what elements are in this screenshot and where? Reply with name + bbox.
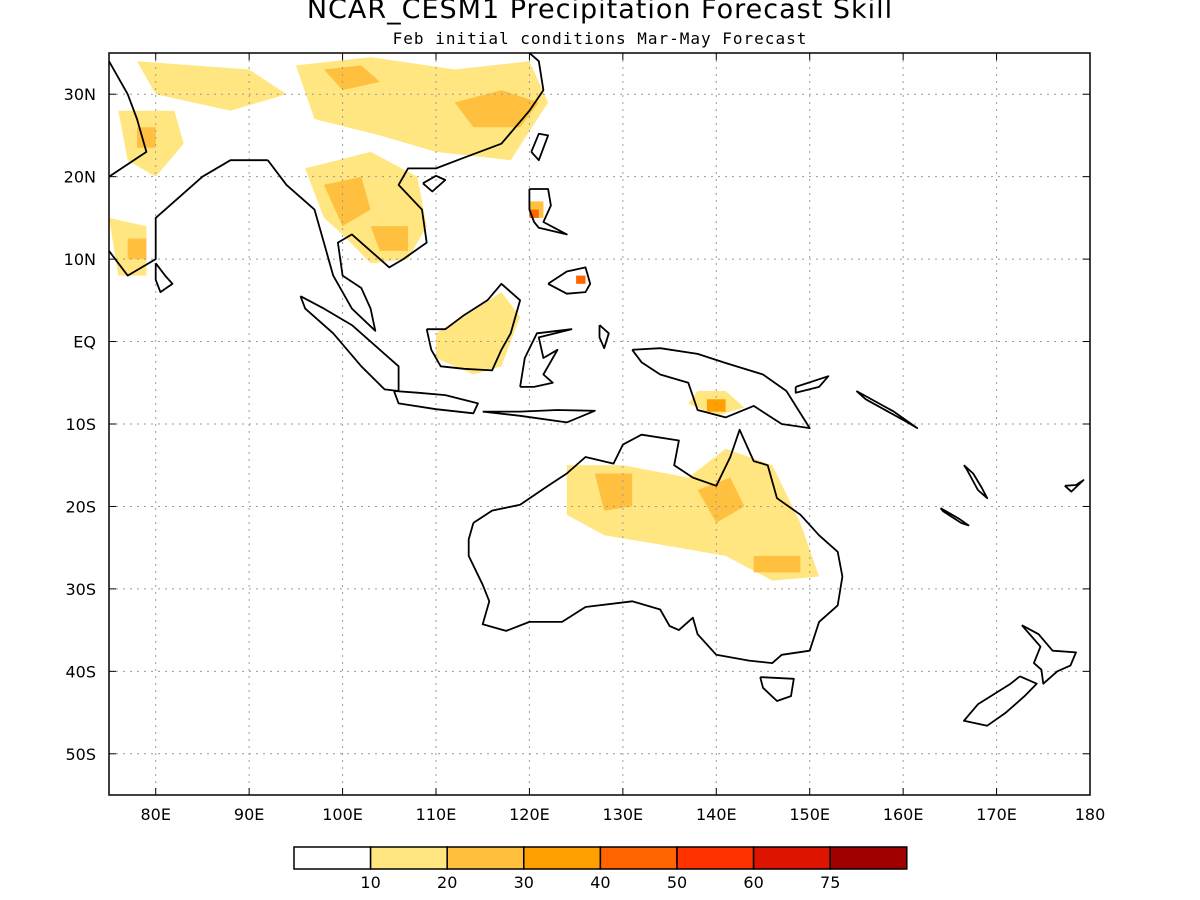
skill-region [323,65,380,91]
lat-tick-label: 10S [65,415,96,434]
colorbar-label: 20 [437,873,457,892]
axis-labels: 30N 20N 10N EQ 10S 20S 30S 40S 50S 80E 90E 100E 110E… [64,53,1106,824]
graticule [109,53,1091,795]
coastline [1064,479,1085,493]
coastline [425,282,521,372]
lon-tick-label: 130E [603,805,644,824]
colorbar-label: 10 [360,873,380,892]
lat-tick-label: EQ [73,333,96,352]
coastline [482,409,596,424]
lon-tick-label: 120E [509,805,550,824]
lat-tick-label: 50S [65,745,96,764]
coastline-layer [109,53,1085,727]
lon-tick-label: 90E [234,805,264,824]
coastline [154,262,174,294]
lon-tick-label: 100E [322,805,363,824]
skill-region [137,61,287,111]
colorbar-label: 75 [820,873,840,892]
chart-subtitle: Feb initial conditions Mar-May Forecast [392,29,808,48]
coastline [267,53,545,332]
colorbar: 10 20 30 40 50 60 75 [293,846,908,892]
coastline [963,675,1038,727]
lat-tick-label: 20N [64,168,96,187]
skill-region [576,275,586,284]
lon-tick-label: 110E [416,805,457,824]
coastline [598,324,610,350]
lat-tick-label: 40S [65,662,96,681]
colorbar-swatch [523,846,602,870]
skill-region [454,90,539,128]
coastline [422,174,447,193]
skill-region [127,238,147,260]
colorbar-swatch [752,846,831,870]
coastline [794,375,830,394]
skill-region [697,477,745,523]
colorbar-label: 60 [743,873,763,892]
lon-tick-label: 150E [789,805,830,824]
lat-tick-label: 20S [65,497,96,516]
colorbar-label: 30 [514,873,534,892]
skill-region [753,555,801,573]
colorbar-swatch [293,846,372,870]
lon-tick-label: 160E [883,805,924,824]
colorbar-swatch [446,846,525,870]
chart-title: NCAR_CESM1 Precipitation Forecast Skill [306,0,894,25]
skill-region [436,292,521,375]
coastline [299,295,400,392]
colorbar-label: 50 [667,873,687,892]
skill-region [706,399,726,412]
lat-tick-label: 30S [65,580,96,599]
lat-tick-label: 30N [64,85,96,104]
colorbar-label: 40 [590,873,610,892]
skill-shading-layer [109,57,820,581]
colorbar-swatch [676,846,755,870]
coastline [547,266,592,295]
coastline [528,188,568,236]
coastline [467,428,844,664]
lon-tick-label: 170E [976,805,1017,824]
coastline [393,390,479,415]
coastline [963,464,989,500]
coastline [759,676,795,702]
coastline [855,390,919,430]
coastline [631,347,811,430]
lon-tick-label: 180 [1075,805,1106,824]
skill-region [323,176,371,227]
lat-tick-label: 10N [64,250,96,269]
coastline [109,60,268,277]
skill-region [370,226,408,251]
colorbar-swatch [369,846,448,870]
coastline [1021,624,1077,685]
coastline [939,507,970,527]
coastline [519,328,573,388]
colorbar-swatch [829,846,908,870]
coastline [530,132,549,162]
colorbar-swatch [599,846,678,870]
lon-tick-label: 140E [696,805,737,824]
lon-tick-label: 80E [140,805,170,824]
